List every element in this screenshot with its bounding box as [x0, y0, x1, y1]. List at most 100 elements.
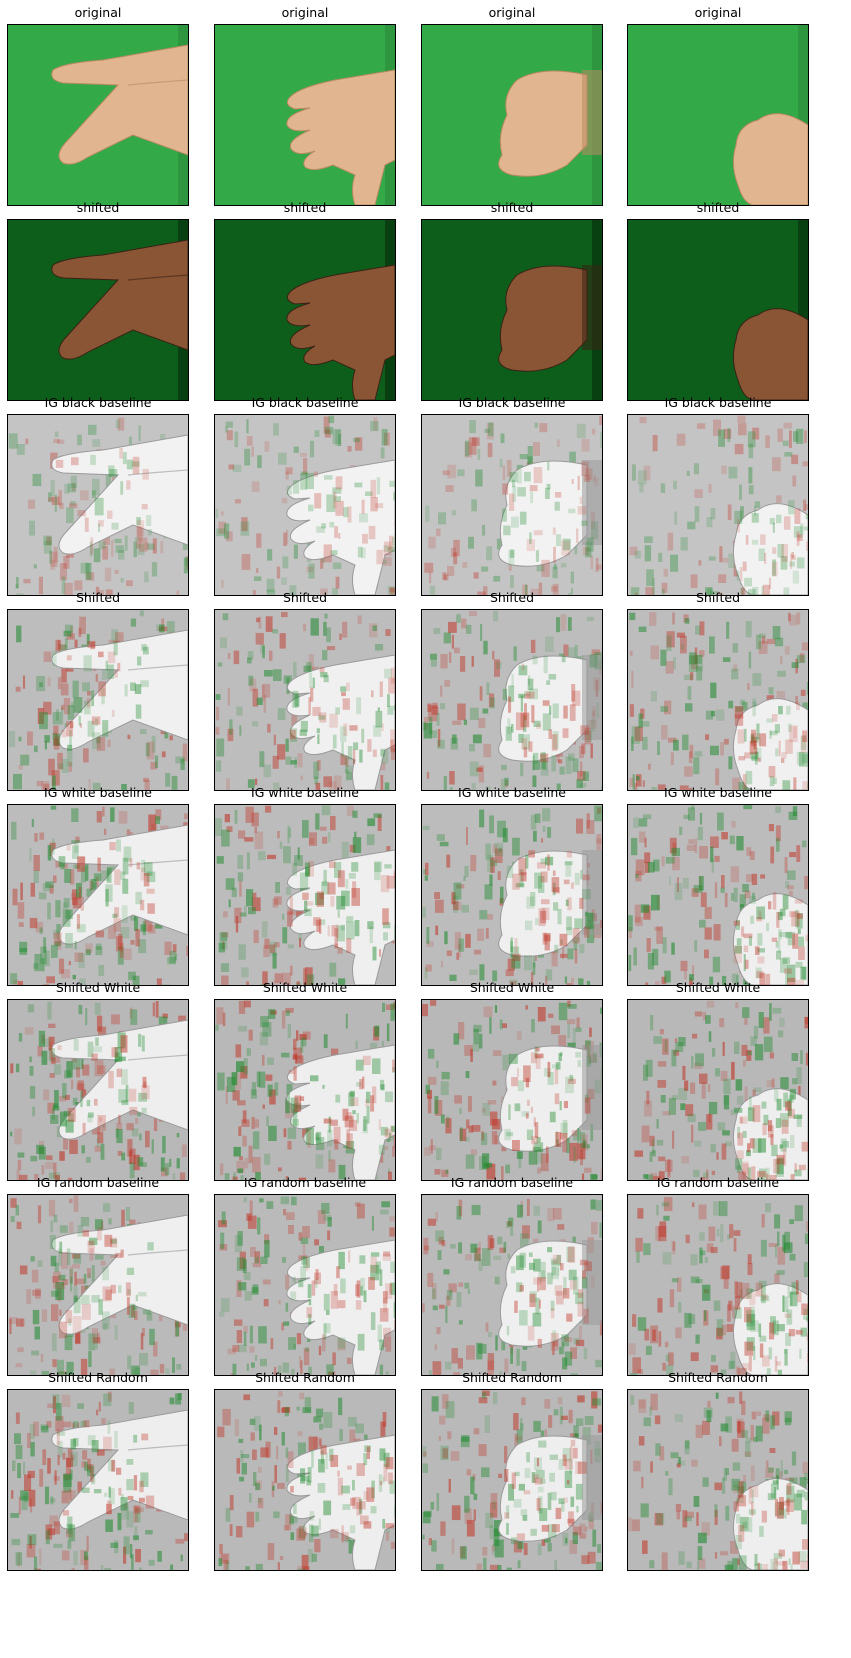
- figure-panel: Shifted: [627, 588, 809, 793]
- attribution-blobs: [733, 1087, 808, 1180]
- hand-photo: [214, 24, 396, 206]
- attribution-heatmap: [421, 804, 603, 986]
- attribution-blobs: [48, 447, 150, 567]
- panel-title: shifted: [696, 200, 740, 215]
- hand-shape: [286, 264, 395, 400]
- hand-shape: [498, 1240, 602, 1347]
- panel-title: Shifted Random: [48, 1370, 148, 1385]
- attribution-blobs: [733, 1475, 808, 1570]
- attribution-heatmap: [7, 804, 189, 986]
- figure-panel: original: [214, 3, 396, 208]
- figure-panel: IG black baseline: [7, 393, 189, 598]
- hand-shape: [732, 893, 808, 985]
- hand-photo: [421, 24, 603, 206]
- attribution-blobs: [50, 1420, 149, 1542]
- panel-title: IG white baseline: [458, 785, 566, 800]
- figure-panel: IG white baseline: [421, 783, 603, 988]
- attribution-blobs: [285, 471, 395, 565]
- panel-title: Shifted Random: [668, 1370, 768, 1385]
- hand-shape: [498, 70, 602, 177]
- attribution-heatmap: [421, 999, 603, 1181]
- hand-shape: [286, 1239, 395, 1375]
- attribution-blobs: [734, 1281, 808, 1375]
- attribution-blobs: [628, 820, 808, 985]
- attribution-blobs: [48, 1032, 148, 1147]
- attribution-blobs: [218, 416, 395, 595]
- attribution-blobs: [305, 1250, 395, 1352]
- hand-shape: [732, 113, 808, 205]
- figure-panel: Shifted: [7, 588, 189, 793]
- hand-shape: [51, 629, 188, 750]
- hand-shape: [498, 1435, 602, 1542]
- attribution-blobs: [502, 461, 594, 566]
- hand-shape: [732, 1088, 808, 1180]
- attribution-blobs: [49, 1035, 150, 1157]
- panel-title: Shifted: [282, 590, 328, 605]
- hand-shape: [286, 849, 395, 985]
- figure-panel: Shifted White: [7, 978, 189, 1183]
- panel-title: IG black baseline: [458, 395, 566, 410]
- hand-shape: [286, 459, 395, 595]
- attribution-blobs: [736, 508, 808, 595]
- hand-shape: [498, 850, 602, 957]
- attribution-blobs: [288, 1055, 395, 1150]
- hand-shape: [732, 308, 808, 400]
- attribution-heatmap: [7, 414, 189, 596]
- panel-title: IG black baseline: [44, 395, 152, 410]
- figure-panel: Shifted White: [627, 978, 809, 1183]
- attribution-blobs: [512, 850, 590, 961]
- attribution-heatmap: [7, 999, 189, 1181]
- panel-title: original: [694, 5, 742, 20]
- attribution-blobs: [53, 640, 155, 763]
- panel-title: original: [74, 5, 122, 20]
- attribution-blobs: [286, 861, 395, 961]
- attribution-blobs: [506, 1440, 583, 1546]
- attribution-heatmap: [214, 414, 396, 596]
- figure-panel: IG random baseline: [214, 1173, 396, 1378]
- attribution-heatmap: [421, 414, 603, 596]
- hand-photo: [7, 219, 189, 401]
- attribution-blobs: [506, 855, 594, 971]
- figure-panel: IG black baseline: [627, 393, 809, 598]
- attribution-blobs: [52, 838, 156, 954]
- attribution-heatmap: [7, 1389, 189, 1571]
- hand-shape: [286, 1044, 395, 1180]
- attribution-blobs: [734, 1280, 808, 1375]
- hand-shape: [732, 698, 808, 790]
- attribution-blobs: [290, 665, 395, 773]
- attribution-heatmap: [421, 1389, 603, 1571]
- figure-panel: Shifted Random: [7, 1368, 189, 1573]
- panel-title: IG white baseline: [251, 785, 359, 800]
- attribution-blobs: [735, 1475, 808, 1570]
- attribution-heatmap: [627, 804, 809, 986]
- attribution-heatmap: [627, 1389, 809, 1571]
- hand-shape: [286, 1434, 395, 1570]
- panel-title: shifted: [76, 200, 120, 215]
- panel-title: IG black baseline: [664, 395, 772, 410]
- attribution-blobs: [287, 1058, 395, 1155]
- figure-panel: Shifted: [421, 588, 603, 793]
- panel-title: IG white baseline: [44, 785, 152, 800]
- panel-title: IG random baseline: [450, 1175, 574, 1190]
- panel-title: Shifted: [695, 590, 741, 605]
- attribution-blobs: [49, 1420, 155, 1535]
- attribution-heatmap: [214, 804, 396, 986]
- figure-panel: IG white baseline: [627, 783, 809, 988]
- hand-photo: [627, 24, 809, 206]
- hand-shape: [498, 655, 602, 762]
- attribution-heatmap: [421, 1194, 603, 1376]
- hand-shape: [286, 654, 395, 790]
- figure-panel: IG black baseline: [421, 393, 603, 598]
- attribution-blobs: [634, 1000, 808, 1180]
- attribution-blobs: [503, 1241, 588, 1347]
- figure-panel: IG white baseline: [214, 783, 396, 988]
- figure-panel: original: [421, 3, 603, 208]
- figure-panel: shifted: [7, 198, 189, 403]
- figure-panel: IG random baseline: [421, 1173, 603, 1378]
- panel-title: Shifted White: [262, 980, 348, 995]
- attribution-blobs: [289, 667, 395, 768]
- hand-shape: [498, 460, 602, 567]
- hand-shape: [51, 44, 188, 165]
- panel-title: original: [281, 5, 329, 20]
- attribution-heatmap: [214, 999, 396, 1181]
